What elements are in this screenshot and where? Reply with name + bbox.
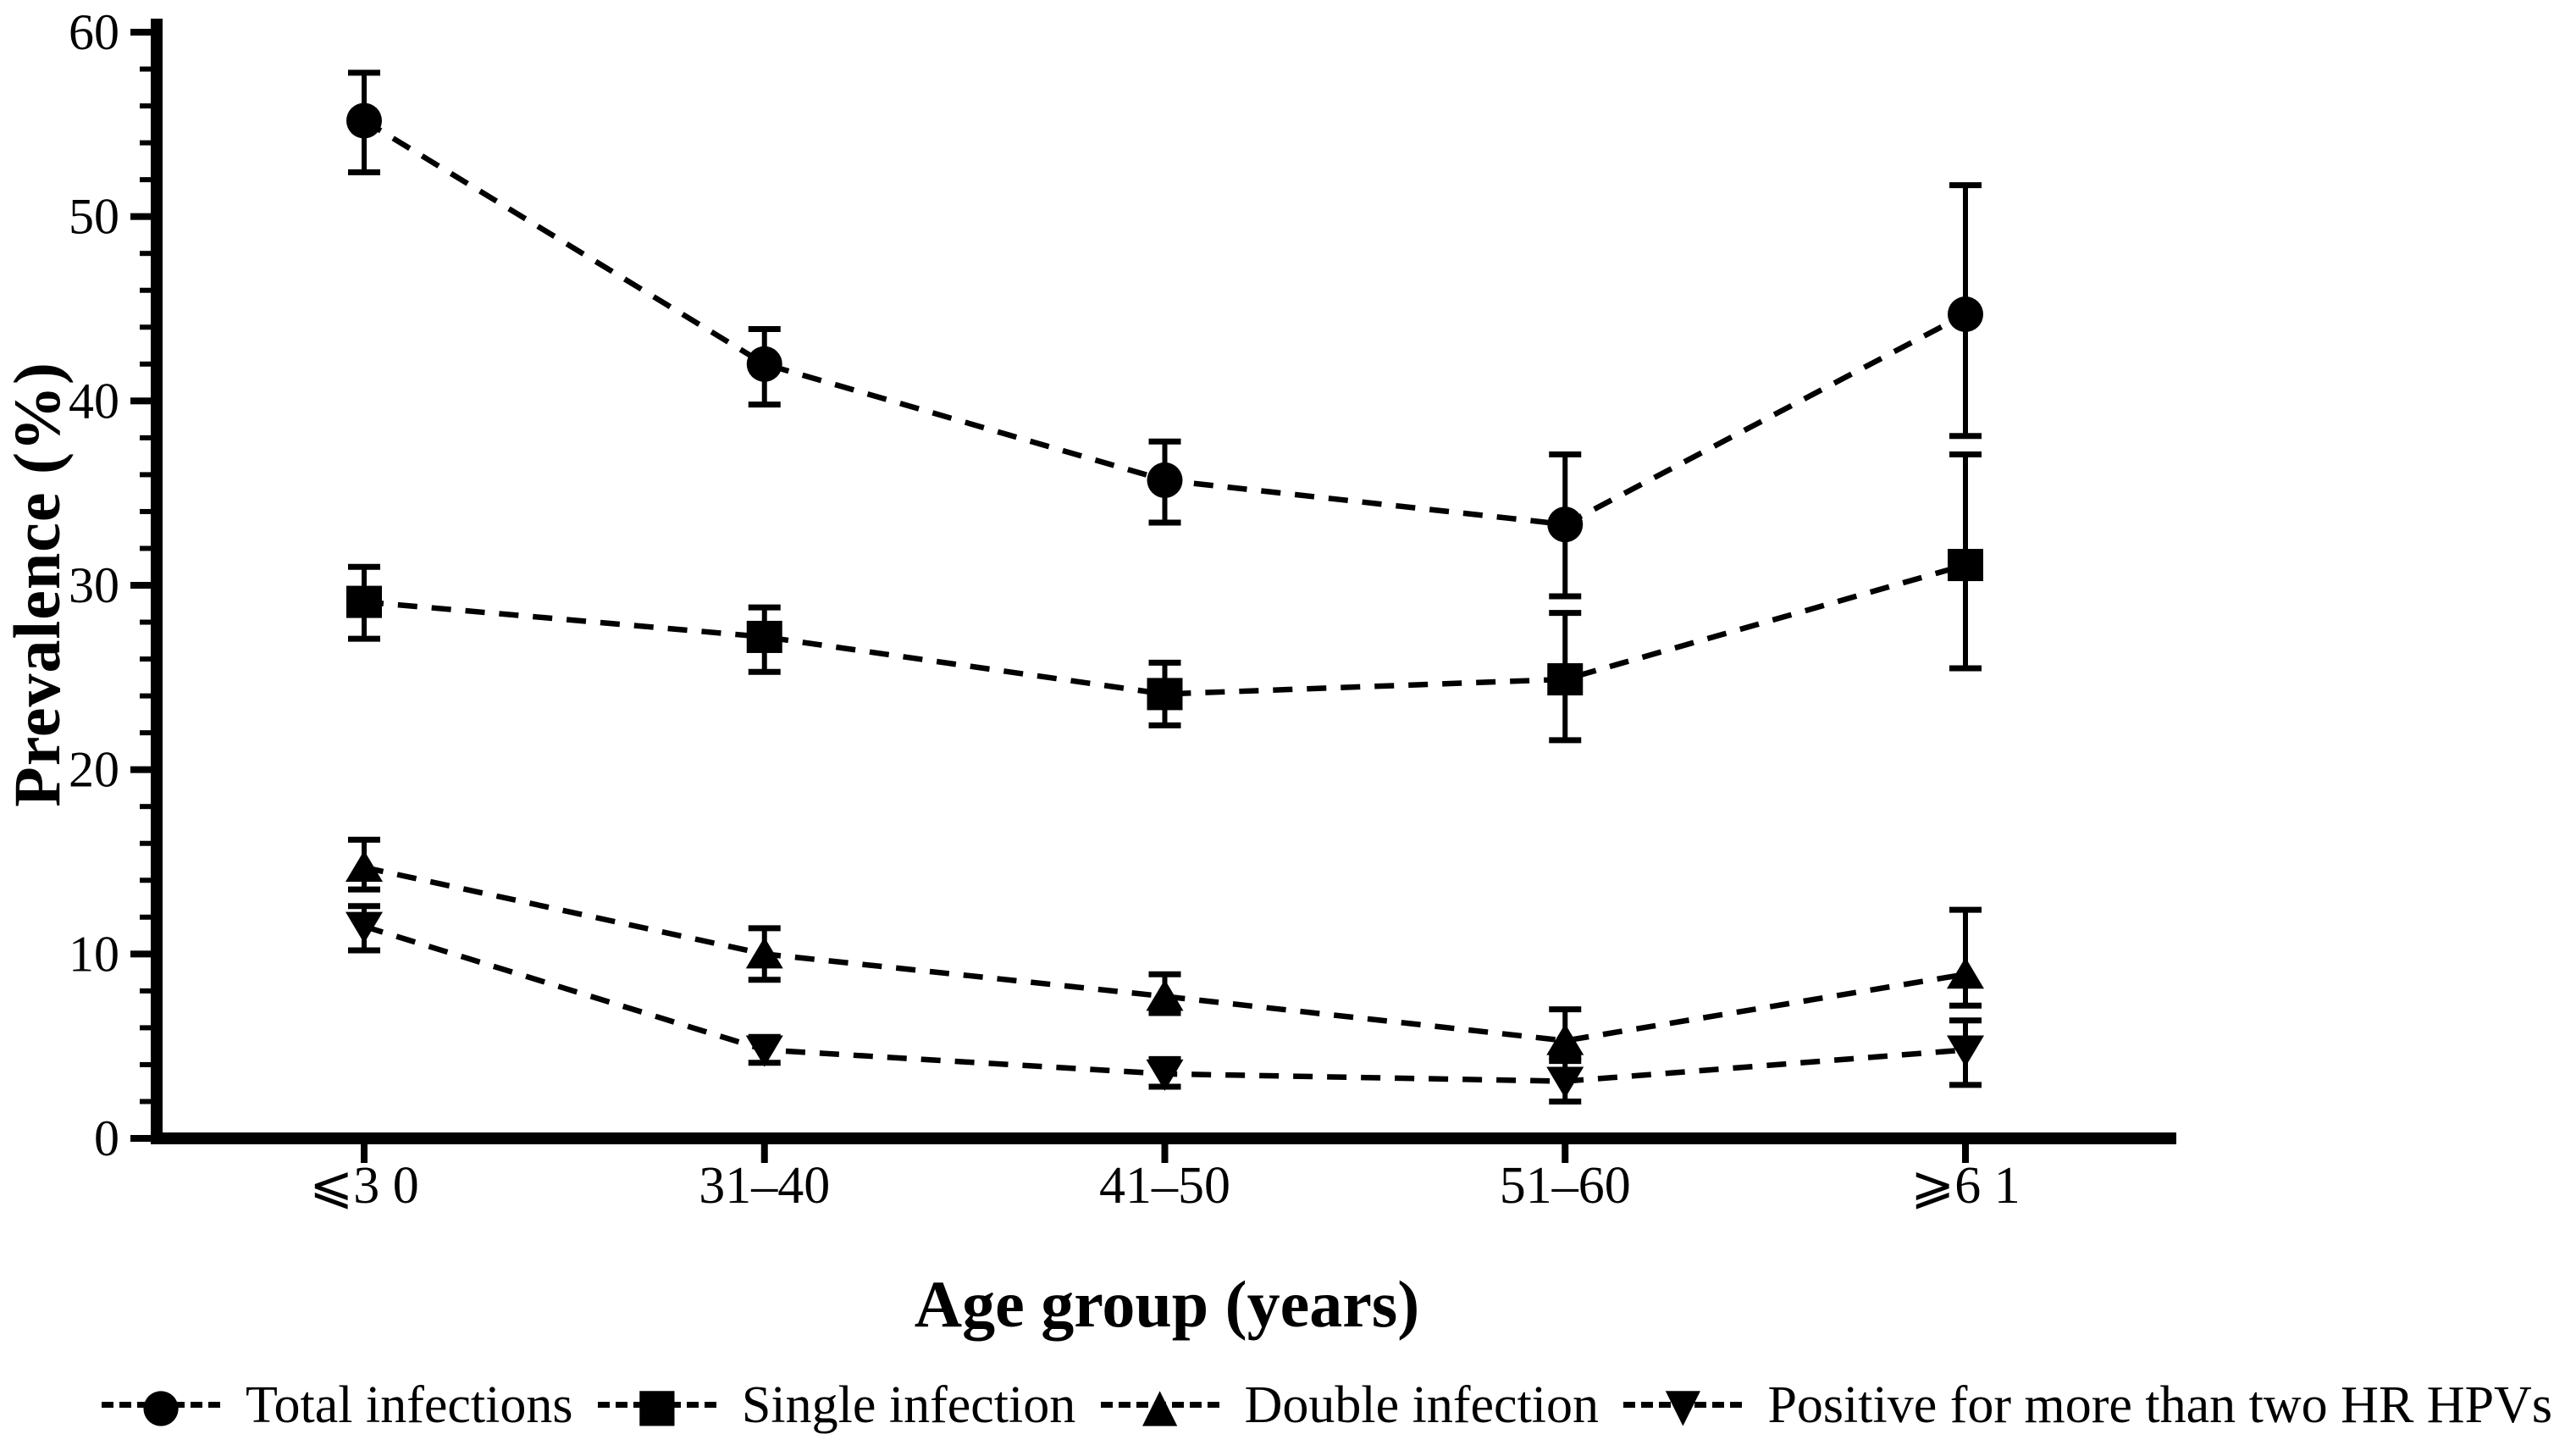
dashed-line-sample [1623, 1402, 1743, 1408]
x-tick [1562, 1144, 1569, 1163]
x-tick [1161, 1144, 1169, 1163]
y-tick-label: 0 [94, 1110, 119, 1166]
x-tick-label: 41–50 [1099, 1157, 1230, 1215]
legend-label: Total infections [246, 1376, 573, 1434]
legend-label: Positive for more than two HR HPVs [1767, 1376, 2552, 1434]
y-minor-tick [140, 287, 151, 293]
y-minor-tick [140, 804, 151, 810]
y-tick [130, 397, 151, 405]
y-minor-tick [140, 361, 151, 367]
dashed-line-sample [597, 1402, 716, 1408]
x-tick [760, 1144, 768, 1163]
y-minor-tick [140, 435, 151, 440]
legend-item-total-infections: ● Total infections [102, 1371, 573, 1439]
circle-marker-icon: ● [102, 1371, 220, 1439]
legend-glyph: ▲ [1142, 1378, 1178, 1431]
series-triangle-up [345, 836, 1984, 1060]
dashed-line-sample [102, 1402, 220, 1408]
legend-glyph: ● [141, 1378, 181, 1431]
y-tick [130, 950, 151, 958]
square-marker-icon: ■ [597, 1371, 716, 1439]
legend-glyph: ■ [635, 1378, 679, 1431]
y-minor-tick [140, 1099, 151, 1105]
y-minor-tick [140, 840, 151, 846]
legend-glyph: ▼ [1665, 1378, 1701, 1431]
triangle-up-marker-icon: ▲ [1100, 1371, 1219, 1439]
legend: ● Total infections ■ Single infection ▲ … [0, 1365, 2576, 1445]
legend-item-more-than-two-hr-hpvs: ▼ Positive for more than two HR HPVs [1623, 1371, 2552, 1439]
x-tick-label: ⩽3 0 [309, 1157, 418, 1215]
y-minor-tick [140, 177, 151, 183]
y-axis-title: Prevalence (%) [0, 362, 74, 807]
y-tick [130, 1135, 151, 1142]
y-tick [130, 29, 151, 36]
y-minor-tick [140, 103, 151, 109]
x-tick-label: 31–40 [699, 1157, 830, 1215]
legend-item-single-infection: ■ Single infection [597, 1371, 1076, 1439]
legend-label: Single infection [741, 1376, 1076, 1434]
y-minor-tick [140, 730, 151, 736]
axes: 0 10 20 30 40 50 60 ⩽3 0 31–40 41–50 51–60 ⩾6 1 [69, 4, 2176, 1215]
y-minor-tick [140, 324, 151, 330]
y-minor-tick [140, 693, 151, 699]
x-tick-label: ⩾6 1 [1910, 1157, 2020, 1215]
legend-label: Double infection [1244, 1376, 1600, 1434]
x-axis-title: Age group (years) [914, 1267, 1420, 1341]
y-minor-tick [140, 619, 151, 625]
y-tick-label: 40 [69, 373, 119, 429]
x-tick-label: 51–60 [1500, 1157, 1631, 1215]
y-minor-tick [140, 472, 151, 478]
y-tick-label: 50 [69, 189, 119, 245]
y-tick-label: 30 [69, 557, 119, 613]
y-tick [130, 766, 151, 773]
y-tick-label: 20 [69, 742, 119, 798]
y-minor-tick [140, 545, 151, 551]
y-tick-label: 10 [69, 926, 119, 982]
y-tick [130, 213, 151, 220]
y-minor-tick [140, 878, 151, 883]
series-triangle-down [345, 903, 1984, 1105]
series-square [346, 451, 1983, 744]
y-minor-tick [140, 140, 151, 146]
y-minor-tick [140, 656, 151, 662]
x-tick [361, 1144, 368, 1163]
triangle-down-marker-icon: ▼ [1623, 1371, 1743, 1439]
y-minor-tick [140, 66, 151, 72]
legend-item-double-infection: ▲ Double infection [1100, 1371, 1600, 1439]
y-minor-tick [140, 914, 151, 920]
y-minor-tick [140, 1061, 151, 1067]
y-minor-tick [140, 508, 151, 514]
y-tick [130, 582, 151, 589]
y-minor-tick [140, 251, 151, 257]
dashed-line-sample [1100, 1402, 1219, 1408]
series-circle [346, 69, 1983, 600]
y-minor-tick [140, 1025, 151, 1031]
y-tick-label: 60 [69, 4, 119, 60]
x-tick [1962, 1144, 1969, 1163]
y-minor-tick [140, 988, 151, 994]
